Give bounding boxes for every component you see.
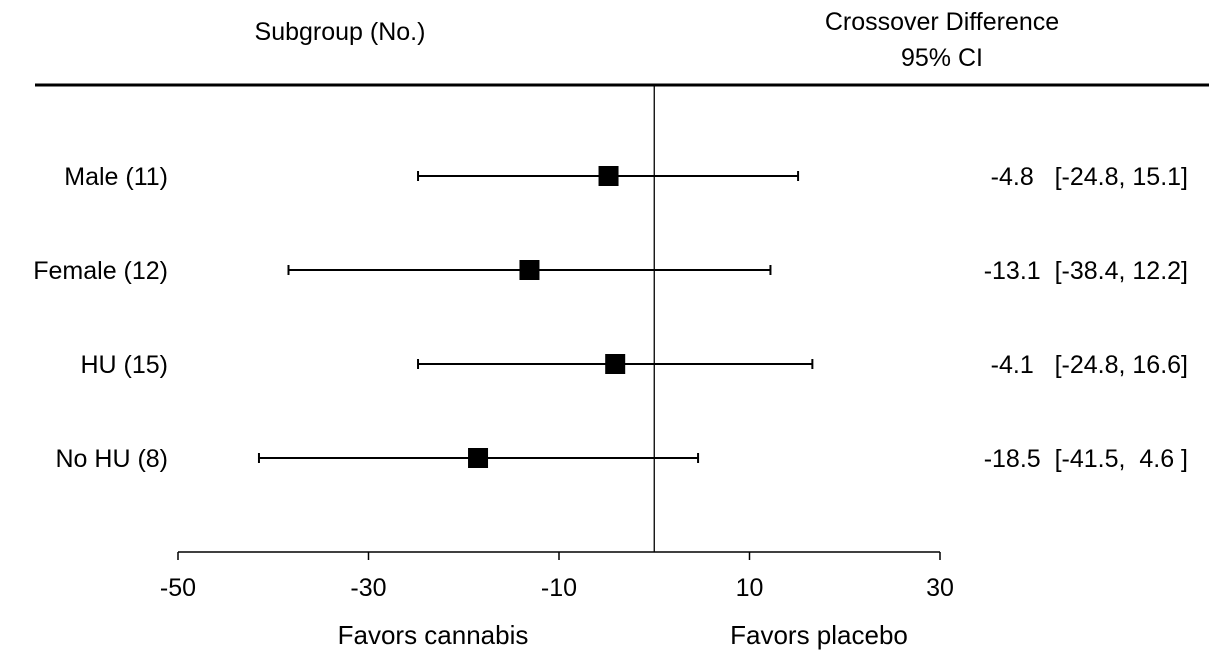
estimate-header-line2: 95% CI: [901, 44, 983, 72]
point-estimate: [598, 166, 619, 186]
point-estimate: [468, 448, 489, 468]
point-estimate: [519, 260, 540, 280]
estimate-ci-text: -4.1 [-24.8, 16.6]: [991, 351, 1188, 379]
favors-right-label: Favors placebo: [730, 620, 908, 650]
subgroup-label: HU (15): [80, 351, 168, 379]
estimate-ci-text: -13.1 [-38.4, 12.2]: [984, 257, 1188, 285]
subgroup-header: Subgroup (No.): [255, 18, 426, 46]
estimate-ci-text: -4.8 [-24.8, 15.1]: [991, 163, 1188, 191]
subgroup-label: Female (12): [33, 257, 168, 285]
estimate-header-line1: Crossover Difference: [825, 8, 1059, 36]
x-tick-label: -10: [541, 574, 577, 602]
x-tick-label: 30: [926, 574, 954, 602]
subgroup-label: Male (11): [64, 163, 168, 191]
rows-group: Male (11) -4.8 [-24.8, 15.1] Female (12) -1…: [33, 163, 1188, 473]
estimate-ci-text: -18.5 [-41.5, 4.6 ]: [984, 445, 1188, 473]
x-tick-label: -50: [160, 574, 196, 602]
subgroup-label: No HU (8): [55, 445, 168, 473]
x-tick-label: -30: [350, 574, 386, 602]
favors-left-label: Favors cannabis: [338, 620, 529, 650]
x-tick-label: 10: [736, 574, 764, 602]
point-estimate: [605, 354, 626, 374]
x-axis: -50 -30 -10 10 30: [160, 551, 954, 602]
